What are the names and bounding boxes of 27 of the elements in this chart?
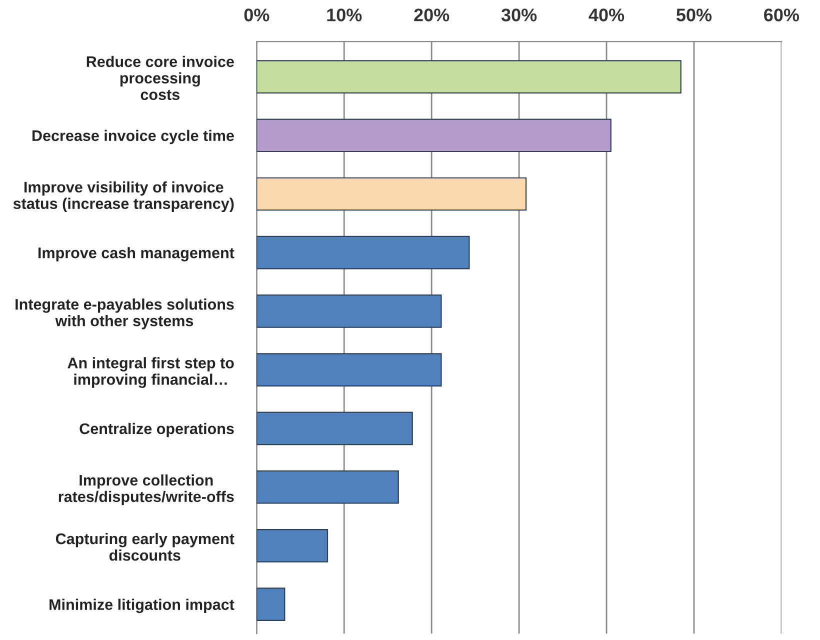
x-tick-label: 10% [327, 8, 362, 22]
bar [256, 177, 527, 211]
bar [256, 353, 442, 387]
x-tick-label: 30% [501, 8, 537, 22]
y-tick-label: Integrate e-payables solutions with other systems [16, 298, 234, 330]
y-tick-label: Decrease invoice cycle time [32, 130, 234, 144]
bar [256, 470, 399, 504]
bar [256, 294, 442, 328]
x-tick-label: 40% [588, 8, 624, 22]
y-tick-label: Improve cash management [38, 247, 234, 262]
bar [256, 529, 328, 562]
bar [256, 236, 470, 270]
bar [256, 412, 413, 446]
y-tick-label: An integral first step to improving financial… [68, 357, 234, 388]
x-tick-label: 50% [676, 8, 712, 22]
y-tick-label: Reduce core invoice processing costs [86, 56, 234, 100]
y-tick-label: Minimize litigation impact [50, 598, 234, 614]
y-tick-label: Improve visibility of invoice status (increase transparency) [13, 181, 234, 212]
y-tick-label: Capturing early payment discounts [56, 532, 234, 561]
y-tick-label: Improve collection rates/disputes/write-offs [58, 474, 234, 506]
x-tick-label: 20% [414, 8, 450, 22]
x-tick-label: 0% [244, 8, 270, 22]
x-tick-label: 60% [764, 8, 800, 22]
y-tick-label: Centralize operations [80, 422, 234, 438]
bar [256, 60, 682, 94]
bar [256, 588, 286, 621]
bar [256, 118, 612, 152]
